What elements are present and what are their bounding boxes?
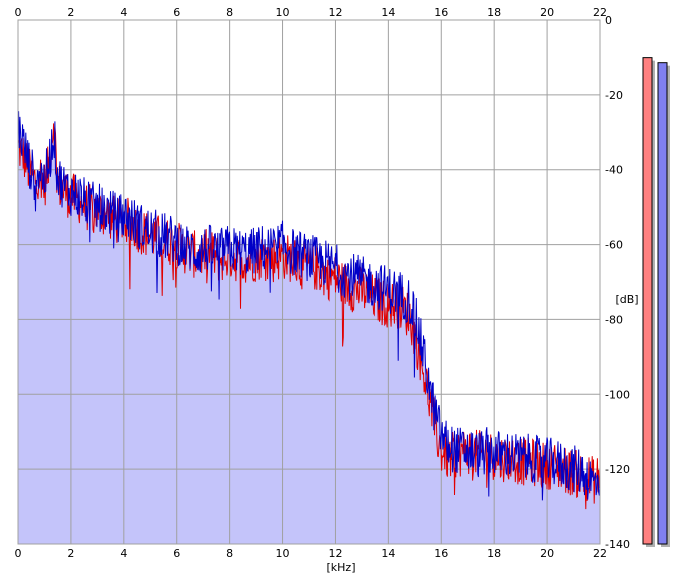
- x-tick-label-top: 10: [276, 6, 290, 19]
- x-tick-label-top: 12: [328, 6, 342, 19]
- x-tick-label-bottom: 4: [120, 547, 127, 560]
- x-tick-label-top: 4: [120, 6, 127, 19]
- x-tick-label-top: 2: [67, 6, 74, 19]
- plot-frame: [17, 19, 601, 545]
- x-axis-label: [kHz]: [327, 561, 356, 574]
- x-tick-label-bottom: 20: [540, 547, 554, 560]
- x-tick-label-top: 0: [15, 6, 22, 19]
- level-meters: [642, 57, 670, 548]
- y-tick-label: -20: [605, 89, 623, 102]
- y-tick-labels: 0 -20 -40 -60 -80 -100 -120 -140: [605, 14, 630, 551]
- y-axis-label: [dB]: [615, 293, 638, 306]
- y-tick-label: -120: [605, 463, 630, 476]
- level-meter-1: [642, 57, 653, 545]
- series-line-2: [17, 111, 601, 501]
- x-tick-label-bottom: 6: [173, 547, 180, 560]
- x-tick-label-top: 16: [434, 6, 448, 19]
- x-tick-label-bottom: 12: [328, 547, 342, 560]
- x-tick-label-bottom: 10: [276, 547, 290, 560]
- x-tick-label-bottom: 8: [226, 547, 233, 560]
- y-tick-label: -60: [605, 239, 623, 252]
- x-tick-label-bottom: 22: [593, 547, 607, 560]
- x-tick-label-top: 20: [540, 6, 554, 19]
- x-tick-labels-bottom: 0 2 4 6 8 10 12 14 16 18 20 22: [15, 547, 608, 560]
- x-tick-label-top: 8: [226, 6, 233, 19]
- x-tick-label-top: 14: [381, 6, 395, 19]
- x-tick-label-top: 6: [173, 6, 180, 19]
- x-tick-label-top: 22: [593, 6, 607, 19]
- x-tick-label-bottom: 16: [434, 547, 448, 560]
- y-tick-label: -80: [605, 313, 623, 326]
- x-tick-label-top: 18: [487, 6, 501, 19]
- y-tick-label: -100: [605, 388, 630, 401]
- y-tick-label: -40: [605, 164, 623, 177]
- x-tick-label-bottom: 2: [67, 547, 74, 560]
- x-tick-label-bottom: 14: [381, 547, 395, 560]
- y-tick-label: -140: [605, 538, 630, 551]
- x-tick-labels-top: 0 2 4 6 8 10 12 14 16 18 20 22: [15, 6, 608, 19]
- x-tick-label-bottom: 18: [487, 547, 501, 560]
- x-tick-label-bottom: 0: [15, 547, 22, 560]
- series-layer: [17, 111, 601, 510]
- y-tick-label: 0: [605, 14, 612, 27]
- level-meter-2: [657, 62, 668, 545]
